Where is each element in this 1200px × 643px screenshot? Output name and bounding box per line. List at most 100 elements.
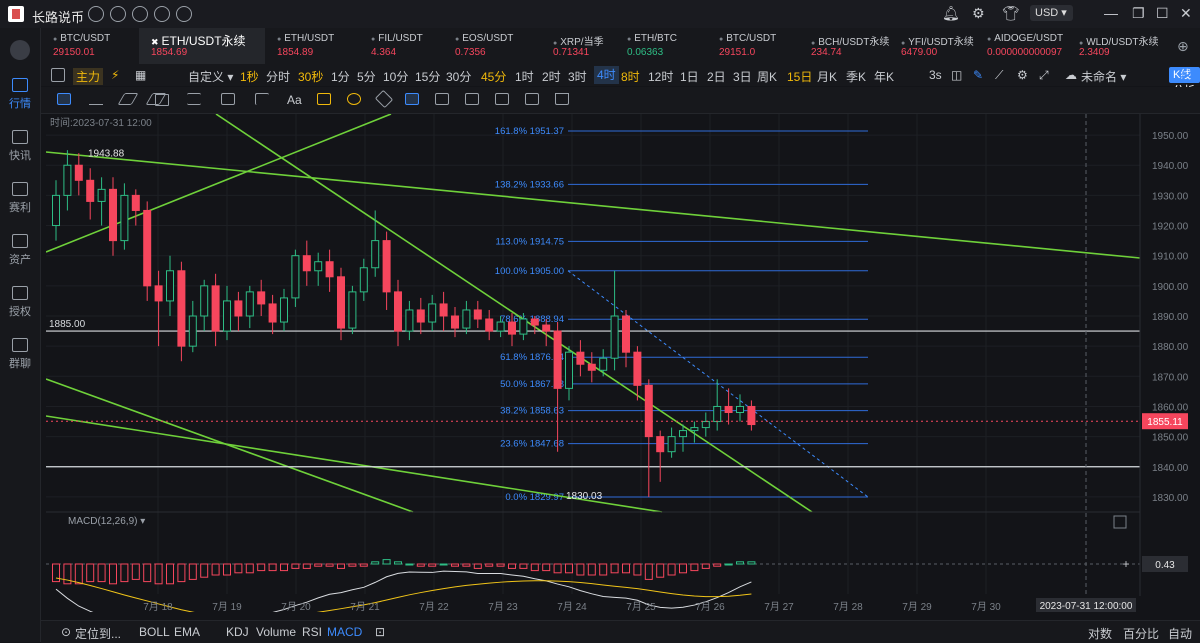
pen-icon[interactable]: ✎ — [973, 68, 984, 82]
bell-icon[interactable]: 🔔︎ — [942, 5, 960, 21]
price-chart[interactable]: 161.8% 1951.37 138.2% 1933.66 113.0% 1914.… — [46, 114, 1200, 612]
interval-option[interactable]: 45分 — [481, 70, 507, 84]
market-tab[interactable]: BTC/USDT 29151.0 — [707, 28, 799, 64]
refresh-rate[interactable]: 3s — [929, 68, 942, 82]
interval-option[interactable]: 季K — [846, 70, 867, 84]
sidebar-item[interactable]: 群聊 — [0, 338, 40, 371]
market-tab[interactable]: ETH/USDT 1854.89 — [265, 28, 359, 64]
interval-option[interactable]: 4时 — [594, 66, 619, 84]
interval-option[interactable]: 30秒 — [298, 70, 324, 84]
measure-tool-icon[interactable] — [255, 93, 269, 105]
interval-option[interactable]: 3时 — [568, 70, 587, 84]
sidebar-item[interactable]: 授权 — [0, 286, 40, 319]
indicator-settings-icon[interactable]: ⊡ — [375, 625, 386, 639]
rectangle-tool-icon[interactable] — [155, 94, 169, 106]
interval-option[interactable]: 8时 — [621, 70, 640, 84]
draw-mode-icon[interactable] — [405, 93, 419, 105]
delete-icon[interactable] — [555, 93, 569, 105]
user-avatar[interactable] — [10, 40, 30, 60]
sidebar-item[interactable]: 行情 — [0, 78, 40, 111]
gear-icon[interactable]: ⚙ — [972, 5, 985, 21]
indicator-toggle[interactable]: Volume — [256, 625, 297, 639]
market-tab[interactable]: FIL/USDT 4.364 — [359, 28, 443, 64]
shield-icon[interactable] — [110, 6, 126, 22]
hline-tool-icon[interactable] — [89, 93, 103, 105]
interval-option[interactable]: 2日 — [707, 70, 726, 84]
indicator-toggle[interactable]: BOLL — [139, 625, 170, 639]
lock-icon[interactable] — [465, 93, 479, 105]
minimize-icon[interactable]: — — [1104, 5, 1118, 21]
indicator-toggle[interactable]: KDJ — [226, 625, 249, 639]
check-icon[interactable] — [132, 6, 148, 22]
copy-icon[interactable] — [495, 93, 509, 105]
maximize-icon[interactable]: ☐ — [1156, 5, 1169, 21]
market-tab[interactable]: AIDOGE/USDT 0.000000000097 — [975, 28, 1067, 64]
interval-option[interactable]: 1秒 — [240, 70, 259, 84]
indicator-toggle[interactable]: EMA — [174, 625, 201, 639]
fib-tool-icon[interactable] — [317, 93, 331, 105]
add-tab-icon[interactable]: ⊕ — [1177, 38, 1189, 54]
trendline-tool-icon[interactable] — [117, 93, 139, 105]
custom-interval-select[interactable]: 自定义 ▾ — [188, 70, 234, 84]
interval-option[interactable]: 3日 — [733, 70, 752, 84]
interval-option[interactable]: 15日 — [787, 70, 813, 84]
visibility-icon[interactable] — [435, 93, 449, 105]
shirt-icon[interactable]: 👕︎ — [1002, 5, 1020, 21]
interval-option[interactable]: 周K — [757, 70, 778, 84]
share-icon[interactable]: ⋈ — [1181, 68, 1193, 82]
main-force-tag[interactable]: 主力 — [73, 68, 104, 85]
layers-icon[interactable] — [525, 93, 539, 105]
layout-name-select[interactable]: 未命名 ▾ — [1081, 70, 1127, 84]
auto-scale-toggle[interactable]: 自动 — [1168, 627, 1193, 641]
interval-option[interactable]: 15分 — [415, 70, 441, 84]
interval-option[interactable]: 分时 — [266, 70, 291, 84]
log-scale-toggle[interactable]: 对数 — [1088, 627, 1113, 641]
interval-option[interactable]: 2时 — [542, 70, 561, 84]
locate-button[interactable]: 定位到... — [75, 627, 122, 641]
cloud-icon[interactable]: ☁ — [1065, 68, 1077, 82]
crosshair-tool-icon[interactable] — [57, 93, 71, 105]
text-tool[interactable]: Aa — [287, 93, 302, 107]
indicator-toggle[interactable]: RSI — [302, 625, 323, 639]
sidebar-item[interactable]: 快讯 — [0, 130, 40, 163]
market-tab[interactable]: ETH/BTC 0.06363 — [615, 28, 707, 64]
settings-gear-icon[interactable]: ⚙ — [1017, 68, 1028, 82]
interval-option[interactable]: 年K — [874, 70, 895, 84]
wave-tool-icon[interactable] — [221, 93, 235, 105]
settings-icon[interactable] — [176, 6, 192, 22]
currency-select[interactable]: USD ▾ — [1030, 5, 1073, 21]
sidebar-item[interactable]: 赛利 — [0, 182, 40, 215]
interval-option[interactable]: 30分 — [446, 70, 472, 84]
fullscreen-icon[interactable]: ⤢ — [1039, 68, 1049, 82]
market-tab[interactable]: EOS/USDT 0.7356 — [443, 28, 541, 64]
lightning-icon[interactable]: ⚡︎ — [111, 68, 120, 82]
compass-icon[interactable] — [154, 6, 170, 22]
ruler-icon[interactable] — [374, 89, 394, 109]
indicator-toggle[interactable]: MACD — [327, 625, 363, 639]
interval-option[interactable]: 1分 — [331, 70, 350, 84]
market-tab[interactable]: BTC/USDT 29150.01 — [41, 28, 139, 64]
channel-tool-icon[interactable] — [187, 93, 201, 105]
market-tab[interactable]: XRP/当季0.71341 — [541, 28, 615, 64]
close-icon[interactable]: ✕ — [1180, 5, 1192, 21]
interval-option[interactable]: 5分 — [357, 70, 376, 84]
location-icon[interactable]: ⊙ — [61, 625, 72, 639]
interval-option[interactable]: 1日 — [680, 70, 699, 84]
flash-icon[interactable] — [88, 6, 104, 22]
interval-option[interactable]: 1时 — [515, 70, 534, 84]
magnet-icon[interactable] — [347, 93, 361, 105]
interval-option[interactable]: 12时 — [648, 70, 674, 84]
indicator-icon[interactable]: ⟋ — [995, 68, 1004, 82]
interval-option[interactable]: 10分 — [383, 70, 409, 84]
camera-icon[interactable]: ◫ — [951, 68, 963, 82]
restore-icon[interactable]: ❐ — [1132, 5, 1145, 21]
percent-scale-toggle[interactable]: 百分比 — [1123, 627, 1160, 641]
interval-option[interactable]: 月K — [817, 70, 838, 84]
grid-icon[interactable] — [51, 68, 65, 82]
calendar-icon[interactable]: ▦ — [135, 68, 147, 82]
sidebar-item[interactable]: 资产 — [0, 234, 40, 267]
